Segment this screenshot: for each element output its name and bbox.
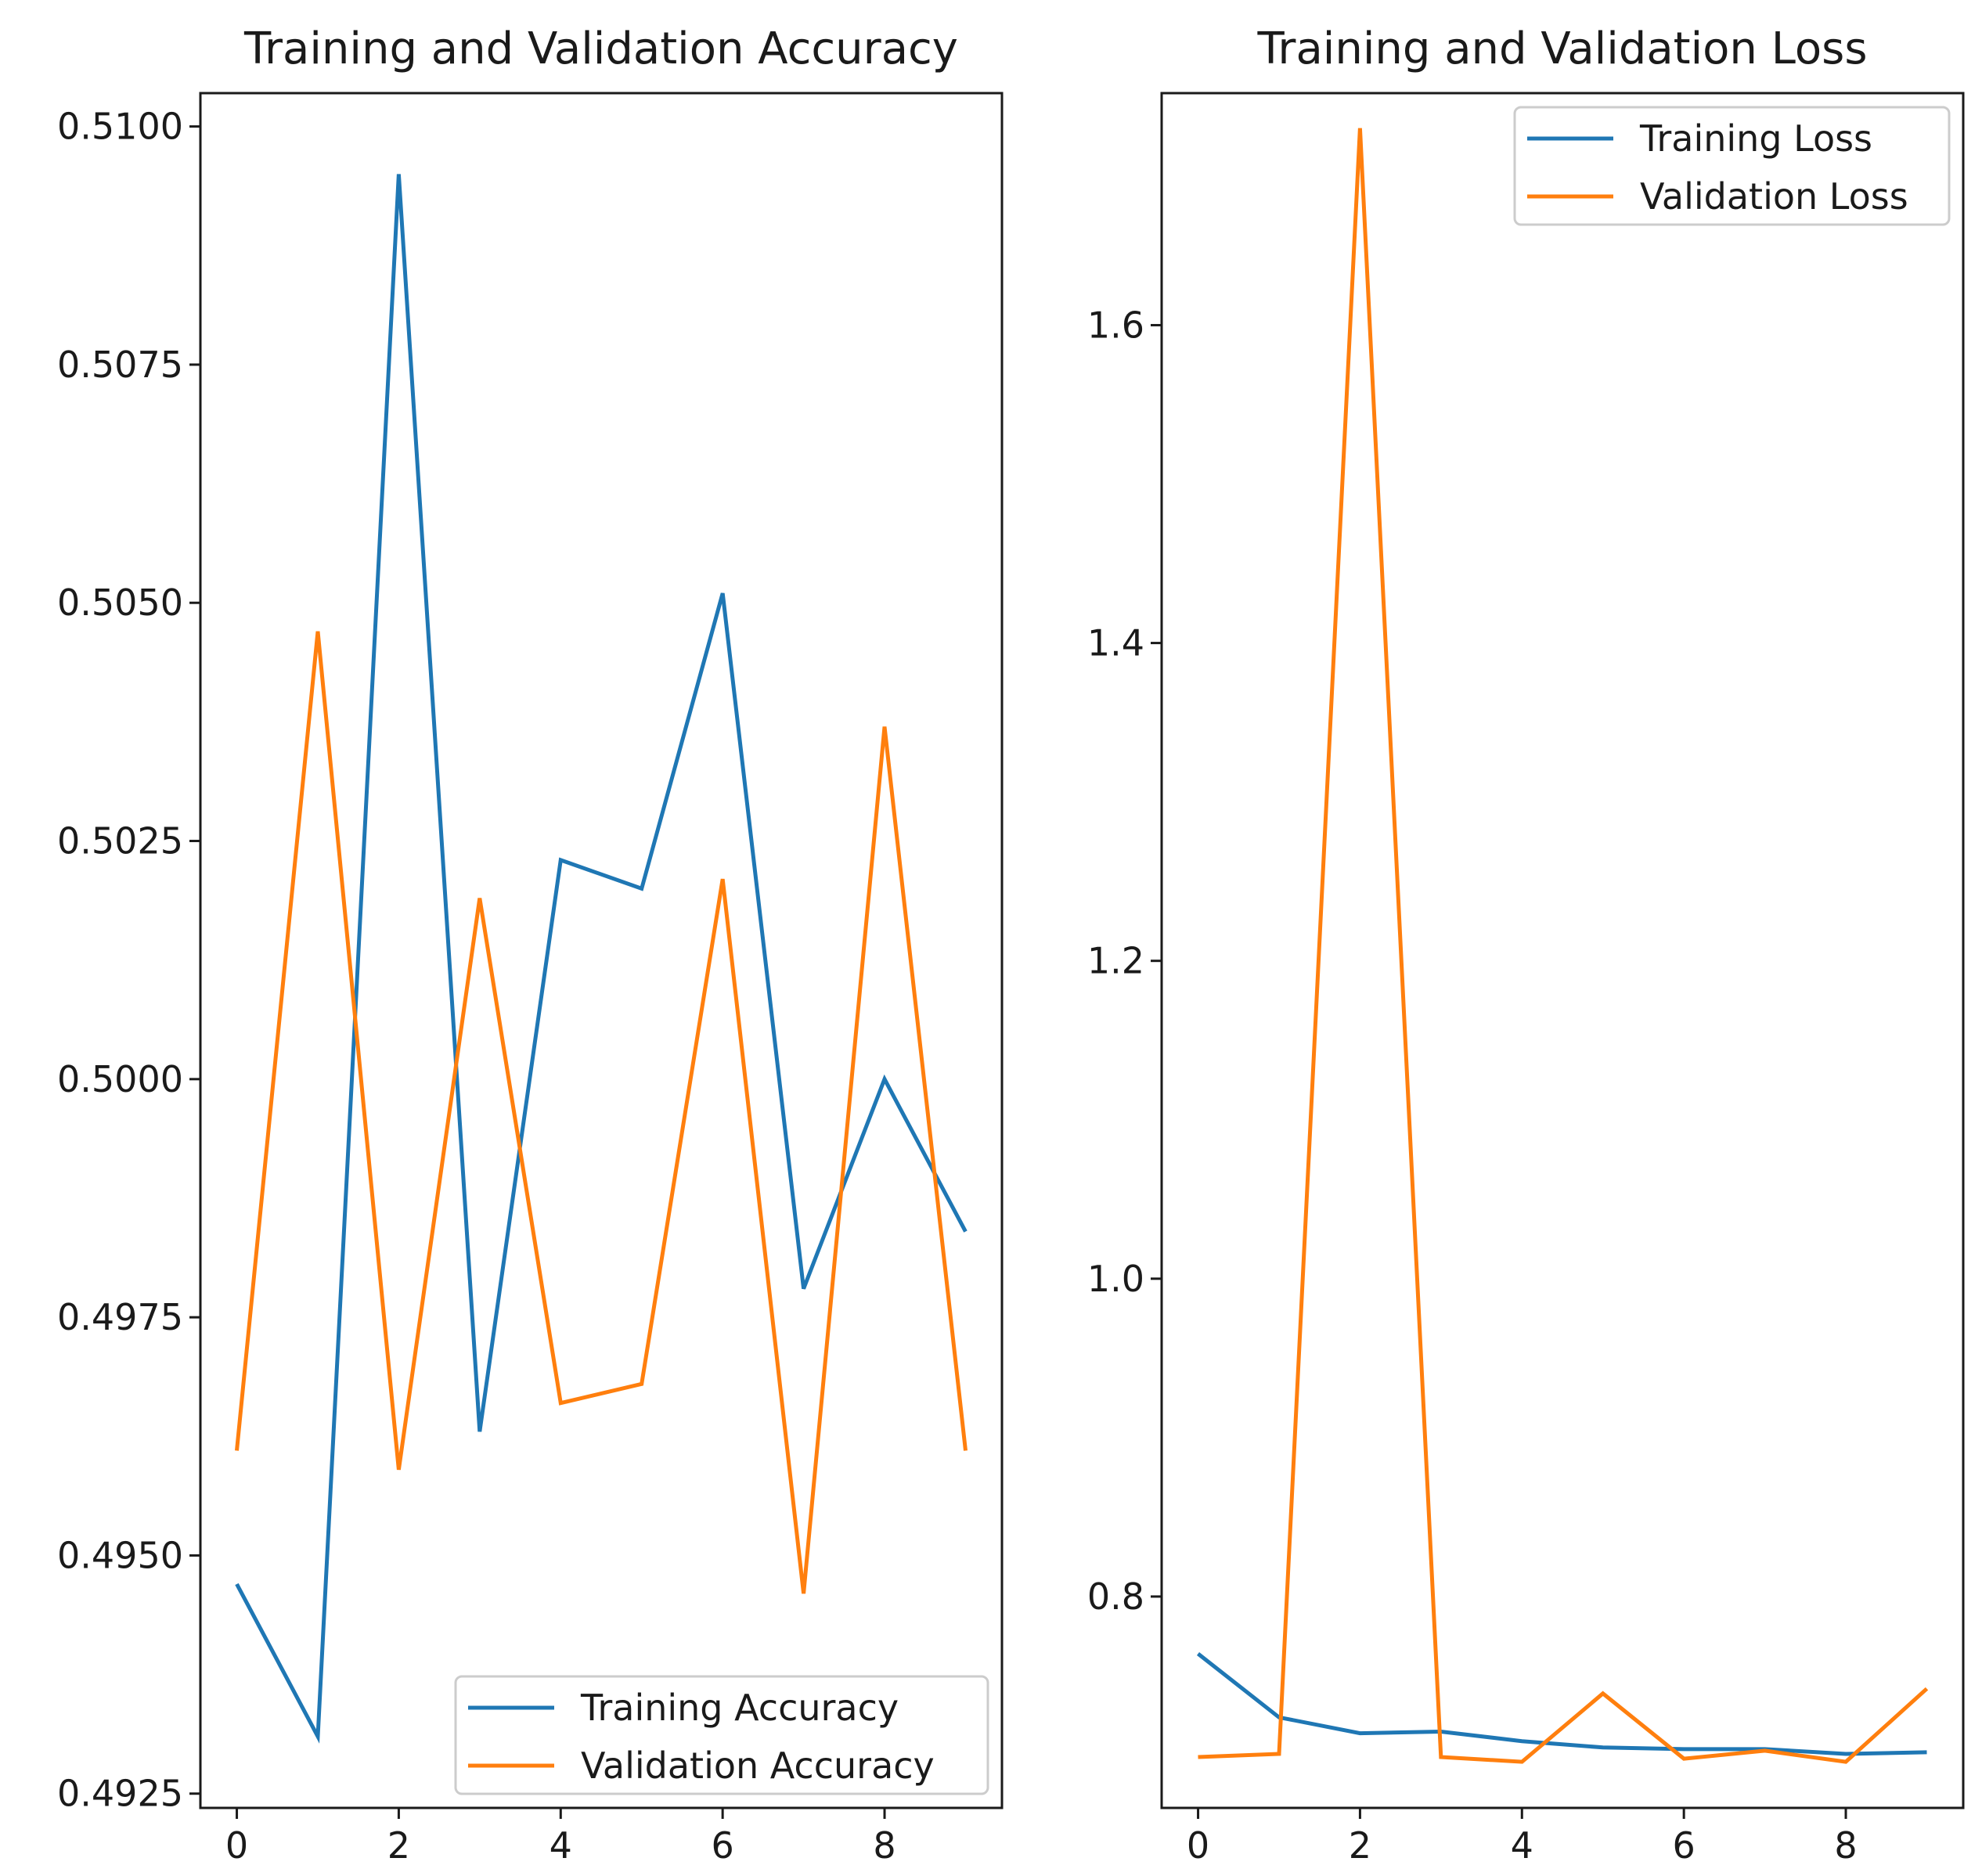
- y-tick-label: 1.4: [1087, 622, 1144, 664]
- legend-label: Training Loss: [1639, 117, 1872, 160]
- y-tick-label: 0.4975: [57, 1296, 183, 1338]
- x-tick-label: 8: [1834, 1824, 1857, 1867]
- axes-frame: [1160, 92, 1965, 1809]
- chart-title: Training and Validation Accuracy: [243, 23, 958, 74]
- validation-series-line: [235, 631, 968, 1594]
- y-tick-label: 1.0: [1087, 1258, 1144, 1300]
- validation-series-line: [1198, 128, 1929, 1764]
- x-tick-label: 6: [712, 1824, 734, 1867]
- legend-label: Validation Loss: [1640, 175, 1908, 218]
- y-tick-label: 0.5025: [57, 820, 183, 862]
- y-tick-label: 0.4925: [57, 1773, 183, 1815]
- x-tick-label: 2: [387, 1824, 410, 1867]
- x-tick-label: 6: [1673, 1824, 1696, 1867]
- training-series-line: [235, 174, 968, 1744]
- loss-chart: Training and Validation Loss 0.8 1.0 1.2 1.4…: [1087, 23, 1965, 1867]
- accuracy-chart: Training and Validation Accuracy 0.4925 0.…: [57, 23, 1004, 1867]
- y-tick-label: 0.5075: [57, 344, 183, 386]
- x-tick-label: 4: [550, 1824, 572, 1867]
- y-tick-label: 0.4950: [57, 1534, 183, 1576]
- legend-label: Training Accuracy: [580, 1687, 899, 1729]
- axes-frame: [199, 92, 1004, 1809]
- legend: Training Accuracy Validation Accuracy: [454, 1675, 989, 1795]
- y-tick-label: 0.8: [1087, 1575, 1144, 1618]
- legend-label: Validation Accuracy: [581, 1745, 935, 1787]
- y-tick-label: 0.5100: [57, 106, 183, 148]
- x-tick-label: 0: [225, 1824, 248, 1867]
- x-tick-label: 4: [1511, 1824, 1533, 1867]
- y-tick-label: 1.6: [1087, 304, 1144, 346]
- y-tick-label: 1.2: [1087, 940, 1144, 982]
- legend-box: [1513, 106, 1951, 226]
- y-tick-label: 0.5000: [57, 1058, 183, 1100]
- training-series-line: [1196, 1652, 1927, 1756]
- legend: Training Loss Validation Loss: [1513, 106, 1951, 226]
- y-tick-label: 0.5050: [57, 582, 183, 624]
- chart-title: Training and Validation Loss: [1256, 23, 1867, 74]
- x-tick-label: 2: [1349, 1824, 1371, 1867]
- x-tick-label: 8: [873, 1824, 896, 1867]
- x-tick-label: 0: [1187, 1824, 1209, 1867]
- legend-box: [454, 1675, 989, 1795]
